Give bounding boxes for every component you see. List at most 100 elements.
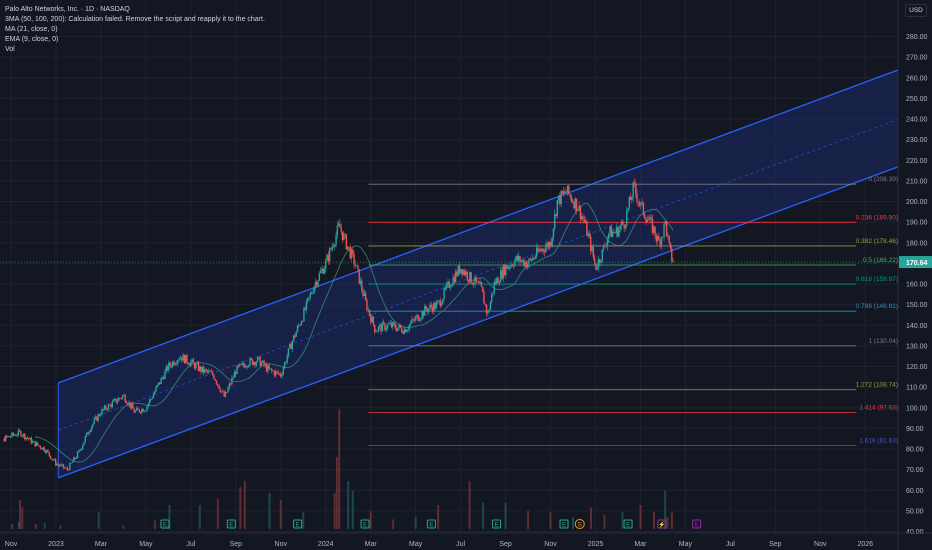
- price-tick-label: 70.00: [906, 467, 924, 474]
- fib-level-label: 0.5 (169.22): [863, 257, 898, 264]
- candle-body: [242, 362, 245, 366]
- candle-body: [305, 300, 308, 310]
- candle-body: [106, 409, 108, 411]
- candle-body: [70, 462, 72, 464]
- candle-body: [318, 273, 321, 281]
- candle-body: [555, 214, 557, 216]
- candle-body: [177, 360, 179, 364]
- candle-body: [605, 245, 607, 247]
- indicator-3ma-status[interactable]: 3MA (50, 100, 200): Calculation failed. …: [5, 16, 265, 23]
- indicator-ema[interactable]: EMA (9, close, 0): [5, 36, 59, 43]
- volume-bar: [18, 500, 21, 529]
- event-markers[interactable]: E E E E E E E S E ⚡ E: [160, 519, 702, 529]
- fibonacci-retracement[interactable]: 0 (208.39) 0.236 (189.90) 0.382 (178.46) 0.…: [368, 176, 898, 447]
- candle-body: [29, 437, 31, 440]
- volume-bar: [279, 500, 282, 529]
- candle-body: [173, 361, 175, 365]
- candle-body: [349, 247, 351, 259]
- candle-body: [390, 322, 393, 328]
- candle-body: [285, 362, 287, 363]
- candle-body: [211, 371, 214, 375]
- candle-body: [644, 214, 646, 219]
- candle-body: [214, 378, 216, 381]
- volume-bar: [239, 487, 242, 529]
- candle-body: [479, 282, 481, 284]
- candle-body: [425, 306, 427, 310]
- candle-body: [313, 286, 315, 293]
- regression-channel[interactable]: [57, 69, 899, 479]
- candle-body: [641, 202, 643, 204]
- candle-body: [299, 325, 301, 326]
- indicator-volume[interactable]: Vol: [5, 46, 15, 53]
- candle-body: [253, 362, 255, 365]
- symbol-title[interactable]: Palo Alto Networks, Inc. · 1D · NASDAQ: [5, 6, 130, 13]
- candle-body: [17, 430, 20, 436]
- candle-body: [191, 359, 193, 362]
- candle-body: [155, 386, 157, 392]
- volume-bar: [59, 525, 62, 529]
- volume-bar: [167, 525, 170, 529]
- candle-body: [443, 288, 445, 300]
- candle-body: [488, 309, 490, 312]
- volume-bar: [603, 514, 606, 529]
- candle-body: [626, 211, 628, 226]
- last-price-tag: 170.64: [0, 256, 932, 269]
- candle-body: [290, 343, 292, 350]
- event-marker-label: E: [626, 523, 630, 529]
- candle-body: [599, 259, 601, 263]
- price-tick-label: 230.00: [906, 137, 928, 144]
- price-tick-label: 110.00: [906, 385, 927, 392]
- candle-body: [595, 263, 597, 270]
- currency-button[interactable]: USD: [905, 4, 927, 17]
- candle-body: [578, 205, 580, 211]
- candle-body: [529, 258, 531, 260]
- candle-body: [453, 277, 456, 283]
- time-tick-label: Jul: [186, 541, 195, 548]
- candle-body: [613, 231, 615, 233]
- candle-body: [427, 308, 430, 312]
- candle-body: [168, 362, 170, 371]
- event-marker-label: E: [229, 523, 233, 529]
- candle-body: [328, 248, 331, 262]
- event-marker-label: E: [495, 523, 499, 529]
- candle-body: [134, 410, 137, 413]
- candle-body: [128, 402, 130, 405]
- candle-body: [618, 228, 620, 237]
- candle-body: [327, 254, 330, 262]
- event-marker-label: E: [363, 523, 367, 529]
- candle-body: [653, 226, 655, 233]
- candle-body: [98, 414, 101, 416]
- candle-body: [147, 403, 150, 407]
- candle-body: [642, 202, 645, 215]
- earnings-marker: [692, 519, 702, 529]
- time-axis[interactable]: Nov 2023 Mar May Jul Sep Nov 2024 Mar May Jul Sep No…: [0, 532, 932, 548]
- candle-body: [600, 261, 602, 263]
- candle-body: [142, 408, 144, 412]
- candle-body: [354, 264, 357, 266]
- candle-body: [638, 202, 641, 206]
- candle-body: [60, 464, 62, 466]
- candle-body: [251, 359, 254, 365]
- candle-body: [516, 255, 519, 261]
- candle-body: [332, 246, 335, 248]
- candle-body: [505, 265, 507, 275]
- candle-body: [592, 246, 594, 258]
- candle-body: [282, 367, 285, 375]
- candle-body: [409, 322, 412, 325]
- candle-body: [655, 235, 658, 241]
- price-axis[interactable]: 280.00 270.00 260.00 250.00 240.00 230.00 220.…: [897, 0, 932, 550]
- candle-body: [74, 457, 76, 459]
- candle-body: [274, 371, 277, 376]
- candle-body: [172, 361, 174, 367]
- candle-body: [322, 268, 324, 274]
- indicator-ma[interactable]: MA (21, close, 0): [5, 26, 58, 33]
- candle-body: [107, 404, 110, 411]
- candle-body: [204, 369, 206, 373]
- candle-body: [223, 391, 225, 397]
- candle-body: [25, 437, 27, 440]
- last-price-label: 170.64: [906, 260, 928, 267]
- candle-body: [570, 196, 573, 202]
- candle-body: [382, 322, 385, 324]
- candle-body: [269, 368, 272, 370]
